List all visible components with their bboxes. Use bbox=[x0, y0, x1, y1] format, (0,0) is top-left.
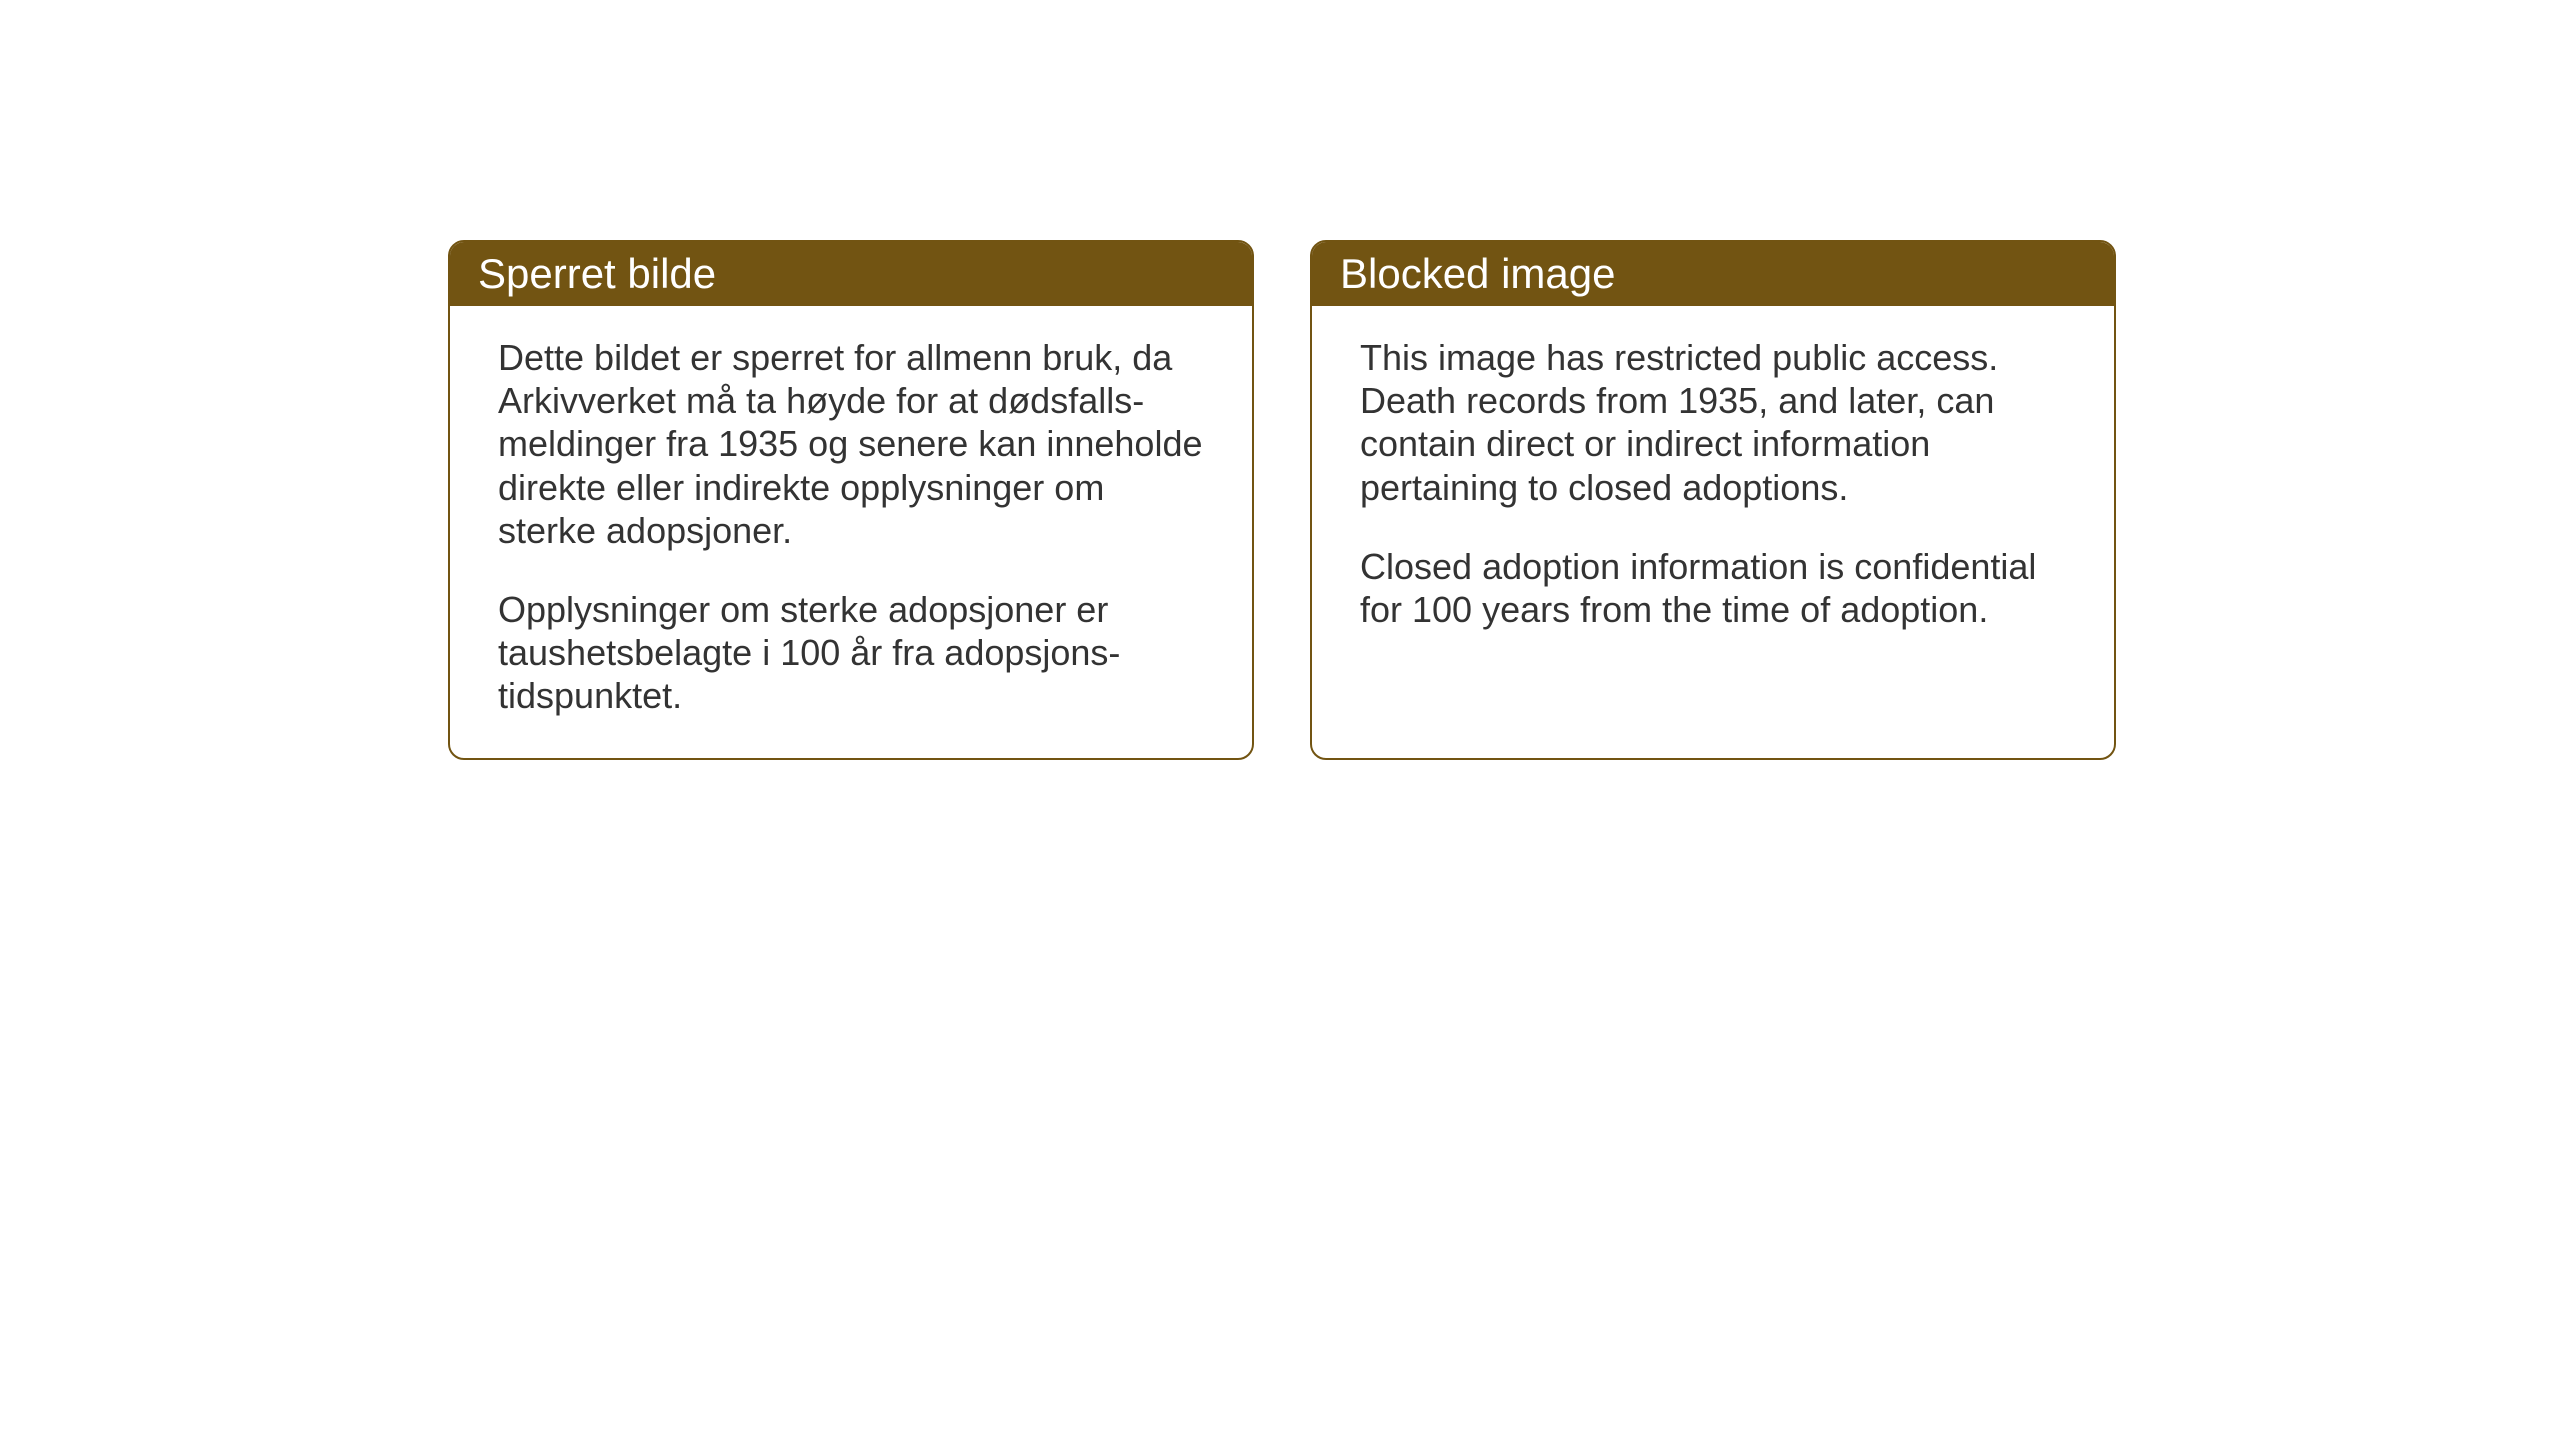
card-norwegian: Sperret bilde Dette bildet er sperret fo… bbox=[448, 240, 1254, 760]
card-body-english: This image has restricted public access.… bbox=[1312, 306, 2114, 671]
card-paragraph-english-1: This image has restricted public access.… bbox=[1360, 336, 2066, 509]
card-english: Blocked image This image has restricted … bbox=[1310, 240, 2116, 760]
cards-container: Sperret bilde Dette bildet er sperret fo… bbox=[448, 240, 2116, 760]
card-paragraph-norwegian-1: Dette bildet er sperret for allmenn bruk… bbox=[498, 336, 1204, 552]
card-header-norwegian: Sperret bilde bbox=[450, 242, 1252, 306]
card-header-english: Blocked image bbox=[1312, 242, 2114, 306]
card-body-norwegian: Dette bildet er sperret for allmenn bruk… bbox=[450, 306, 1252, 758]
card-title-english: Blocked image bbox=[1340, 250, 1615, 297]
card-paragraph-norwegian-2: Opplysninger om sterke adopsjoner er tau… bbox=[498, 588, 1204, 718]
card-title-norwegian: Sperret bilde bbox=[478, 250, 716, 297]
card-paragraph-english-2: Closed adoption information is confident… bbox=[1360, 545, 2066, 631]
